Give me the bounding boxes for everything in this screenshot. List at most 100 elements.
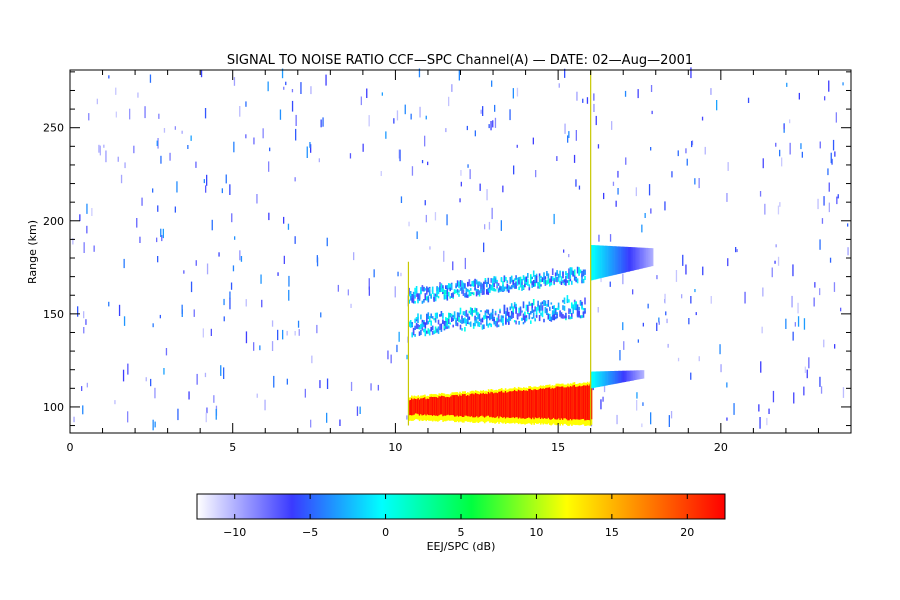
echo-cell — [581, 301, 583, 308]
colorbar-tick-label: 5 — [458, 526, 465, 539]
echo-cell — [515, 281, 517, 288]
echo-cell — [424, 288, 427, 291]
noise-speck — [366, 88, 368, 98]
echo-cell — [483, 288, 485, 292]
echo-cell — [581, 279, 583, 284]
echo-cell — [563, 315, 566, 319]
echo-cell — [503, 275, 506, 283]
echo-cell — [506, 280, 509, 283]
noise-speck — [145, 377, 147, 382]
echo-patch — [619, 246, 621, 274]
echo-cell — [510, 276, 513, 283]
noise-speck — [152, 419, 154, 431]
echo-cell — [453, 289, 456, 292]
noise-speck — [400, 196, 403, 203]
echo-cell — [522, 301, 525, 309]
echo-cell — [582, 307, 585, 311]
echo-patch — [621, 370, 624, 383]
noise-speck — [277, 272, 279, 276]
noise-speck — [779, 149, 781, 157]
echo-patch — [610, 371, 612, 385]
noise-speck — [830, 152, 832, 164]
noise-speck — [267, 81, 269, 92]
echo-cell — [464, 327, 466, 332]
echo-cell — [509, 286, 512, 290]
echo-cell — [530, 274, 532, 280]
echo-core — [546, 387, 548, 419]
noise-speck — [690, 372, 692, 380]
noise-speck — [268, 161, 270, 172]
echo-cell — [489, 283, 491, 289]
echo-cell — [575, 277, 577, 280]
noise-speck — [625, 157, 627, 165]
x-axis: 0 5 10 15 20 — [67, 70, 852, 454]
echo-cell — [543, 318, 545, 323]
noise-speck — [377, 384, 379, 391]
echo-cell — [521, 279, 523, 283]
echo-cell — [437, 295, 440, 299]
echo-core — [489, 393, 491, 418]
echo-cell — [464, 283, 466, 289]
noise-speck — [152, 323, 154, 328]
noise-speck — [239, 250, 241, 261]
noise-speck — [286, 378, 288, 385]
noise-speck — [316, 257, 319, 267]
noise-speck — [253, 137, 255, 145]
noise-speck — [410, 113, 412, 120]
echo-cell — [477, 283, 479, 288]
echo-cell — [421, 300, 424, 304]
echo-core — [536, 389, 538, 419]
noise-speck — [458, 70, 460, 81]
echo-cell — [437, 327, 440, 334]
noise-speck — [484, 224, 486, 230]
echo-core — [588, 385, 590, 420]
echo-cell — [541, 305, 544, 312]
echo-cell — [512, 282, 514, 288]
noise-speck — [157, 205, 159, 212]
echo-cell — [417, 324, 419, 329]
echo-core — [442, 396, 444, 417]
noise-speck — [710, 296, 712, 304]
echo-cell — [443, 289, 446, 293]
noise-speck — [72, 238, 74, 245]
noise-speck — [491, 207, 493, 220]
echo-cell — [519, 306, 522, 310]
echo-patch — [603, 371, 606, 386]
noise-speck — [835, 112, 837, 123]
echo-core — [559, 386, 561, 420]
echo-cell — [489, 289, 491, 293]
noise-speck — [85, 319, 87, 325]
noise-speck — [553, 213, 555, 225]
echo-core — [545, 387, 547, 419]
echo-cell — [584, 308, 586, 313]
echo-cell — [490, 323, 492, 328]
echo-cell — [448, 291, 450, 297]
echo-cell — [535, 307, 538, 314]
noise-speck — [286, 330, 288, 336]
echo-cell — [524, 277, 526, 283]
echo-core — [550, 388, 552, 420]
echo-core — [417, 398, 420, 415]
noise-speck — [600, 399, 602, 410]
noise-speck — [421, 160, 424, 164]
echo-core — [576, 386, 578, 420]
echo-cell — [430, 313, 432, 319]
noise-speck — [821, 218, 824, 224]
x-tick-label: 0 — [67, 441, 74, 454]
noise-speck — [512, 88, 514, 99]
noise-speck — [494, 104, 496, 112]
echo-cell — [565, 275, 567, 282]
echo-cell — [535, 315, 538, 318]
echo-cell — [456, 317, 459, 322]
echo-core — [454, 395, 456, 417]
noise-speck — [129, 108, 131, 120]
echo-cell — [532, 309, 535, 313]
noise-speck — [691, 140, 694, 146]
echo-cell — [524, 311, 526, 317]
noise-speck — [842, 387, 845, 398]
echo-cell — [525, 317, 528, 322]
echo-cell — [459, 280, 462, 287]
noise-speck — [424, 135, 426, 147]
noise-speck — [190, 135, 192, 141]
noise-speck — [188, 391, 190, 400]
